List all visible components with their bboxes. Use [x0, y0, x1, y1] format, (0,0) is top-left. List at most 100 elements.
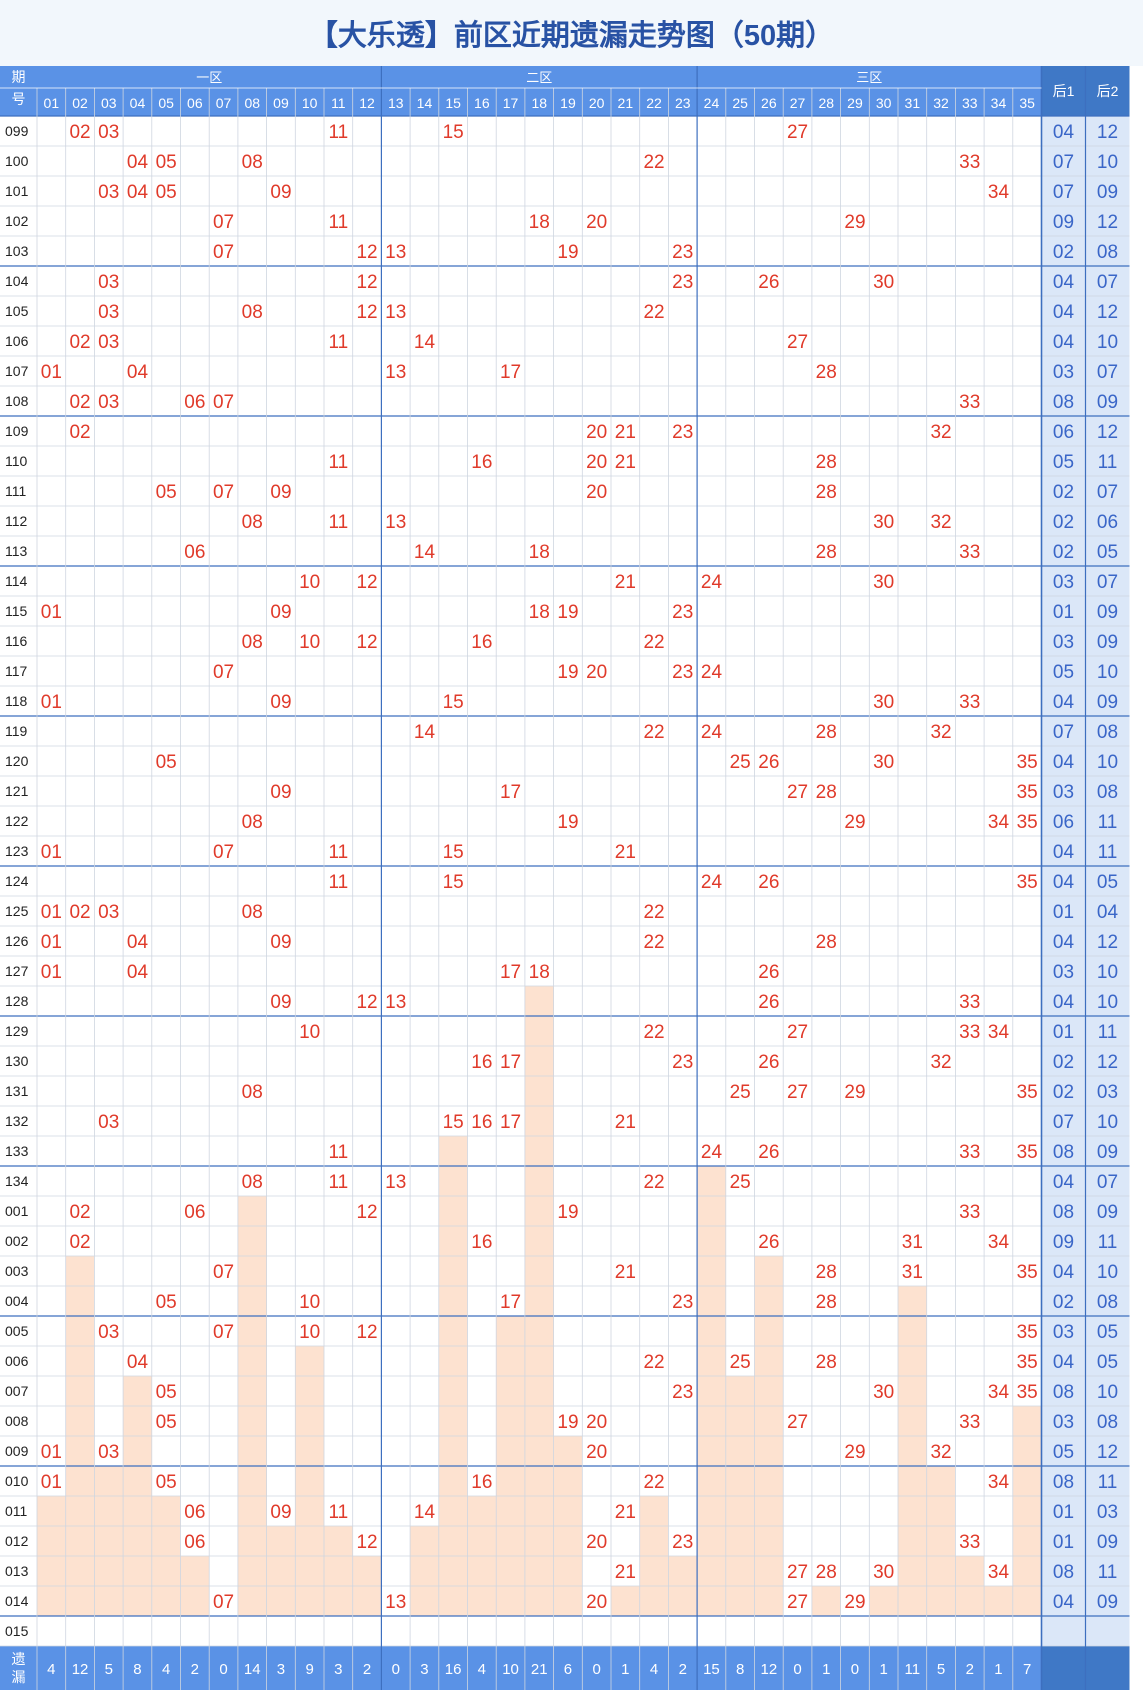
hit-number: 33 — [959, 1202, 980, 1223]
hit-number: 13 — [385, 512, 406, 533]
back-number: 06 — [1053, 422, 1074, 443]
back-number: 08 — [1053, 1202, 1074, 1223]
period-label: 106 — [5, 333, 29, 349]
hit-number: 03 — [98, 392, 119, 413]
hit-number: 15 — [443, 1112, 464, 1133]
hit-number: 14 — [414, 1502, 436, 1523]
omission-value: 1 — [621, 1661, 629, 1678]
column-number-label: 31 — [905, 95, 921, 111]
hit-number: 03 — [98, 122, 119, 143]
omission-bar — [1012, 1406, 1042, 1616]
hit-number: 17 — [500, 1052, 521, 1073]
column-number-label: 29 — [847, 95, 863, 111]
hit-number: 23 — [672, 242, 693, 263]
hit-number: 13 — [385, 362, 406, 383]
hit-number: 26 — [758, 872, 779, 893]
back-number: 08 — [1097, 782, 1118, 803]
back-number: 09 — [1097, 1202, 1118, 1223]
back-number: 05 — [1097, 542, 1118, 563]
back-number: 12 — [1097, 422, 1118, 443]
back-number: 07 — [1097, 272, 1118, 293]
hit-number: 17 — [500, 362, 521, 383]
hit-number: 08 — [242, 812, 263, 833]
omission-bar — [324, 1526, 353, 1616]
omission-value: 4 — [650, 1661, 658, 1678]
omission-value: 4 — [162, 1661, 170, 1678]
hit-number: 11 — [328, 452, 348, 473]
period-label: 001 — [5, 1203, 29, 1219]
period-label: 132 — [5, 1113, 29, 1129]
back-number: 12 — [1097, 122, 1118, 143]
back-number: 05 — [1053, 452, 1074, 473]
hit-number: 32 — [930, 722, 951, 743]
hit-number: 05 — [156, 1292, 177, 1313]
hit-number: 14 — [414, 542, 436, 563]
omission-value: 5 — [105, 1661, 113, 1678]
back-number: 04 — [1053, 1262, 1075, 1283]
hit-number: 28 — [816, 1352, 837, 1373]
hit-number: 07 — [213, 1262, 234, 1283]
column-number-label: 10 — [302, 95, 318, 111]
hit-number: 33 — [959, 152, 980, 173]
period-label: 110 — [5, 453, 28, 469]
hit-number: 20 — [586, 1442, 607, 1463]
hit-number: 07 — [213, 842, 234, 863]
hit-number: 16 — [471, 1232, 492, 1253]
hit-number: 03 — [98, 182, 119, 203]
back-number: 09 — [1053, 212, 1074, 233]
hit-number: 11 — [328, 512, 348, 533]
hit-number: 22 — [643, 932, 664, 953]
omission-bar — [94, 1466, 124, 1616]
hit-number: 12 — [356, 572, 377, 593]
hit-number: 20 — [586, 1412, 607, 1433]
column-number-label: 32 — [933, 95, 949, 111]
omission-value: 1 — [822, 1661, 830, 1678]
hit-number: 12 — [356, 1202, 377, 1223]
column-number-label: 33 — [962, 95, 978, 111]
back-number: 11 — [1098, 1022, 1118, 1043]
back-number: 04 — [1053, 1352, 1075, 1373]
period-label: 128 — [5, 993, 29, 1009]
header-band — [0, 66, 1130, 116]
hit-number: 21 — [615, 1262, 636, 1283]
omission-value: 9 — [305, 1661, 313, 1678]
hit-number: 34 — [988, 812, 1010, 833]
back-number: 09 — [1097, 392, 1118, 413]
hit-number: 22 — [643, 1022, 664, 1043]
hit-number: 22 — [643, 632, 664, 653]
hit-number: 33 — [959, 1142, 980, 1163]
hit-number: 10 — [299, 1322, 320, 1343]
back-number: 09 — [1097, 1142, 1118, 1163]
column-number-label: 30 — [876, 95, 892, 111]
hit-number: 35 — [1017, 872, 1038, 893]
hit-number: 34 — [988, 1022, 1010, 1043]
hit-number: 07 — [213, 1592, 234, 1613]
hit-number: 06 — [184, 392, 205, 413]
period-label: 108 — [5, 393, 29, 409]
back-number: 04 — [1053, 302, 1075, 323]
hit-number: 21 — [615, 1112, 636, 1133]
omission-bar — [266, 1526, 296, 1616]
column-number-label: 14 — [417, 95, 433, 111]
hit-number: 18 — [529, 962, 550, 983]
column-number-label: 19 — [560, 95, 576, 111]
hit-number: 19 — [557, 1412, 578, 1433]
period-label: 004 — [5, 1293, 29, 1309]
hit-number: 01 — [41, 932, 62, 953]
hit-number: 24 — [701, 662, 723, 683]
hit-number: 28 — [816, 722, 837, 743]
omission-value: 8 — [133, 1661, 141, 1678]
hit-number: 16 — [471, 452, 492, 473]
column-number-label: 16 — [474, 95, 490, 111]
back-number: 07 — [1053, 1112, 1074, 1133]
omission-value: 3 — [277, 1661, 285, 1678]
zone-label: 三区 — [856, 70, 882, 85]
back-number: 04 — [1053, 932, 1075, 953]
back-number: 09 — [1097, 602, 1118, 623]
hit-number: 31 — [902, 1232, 923, 1253]
back-number: 07 — [1097, 362, 1118, 383]
back2-header: 后2 — [1097, 83, 1119, 99]
back-number: 03 — [1053, 1322, 1074, 1343]
period-label: 113 — [5, 543, 28, 559]
hit-number: 07 — [213, 1322, 234, 1343]
